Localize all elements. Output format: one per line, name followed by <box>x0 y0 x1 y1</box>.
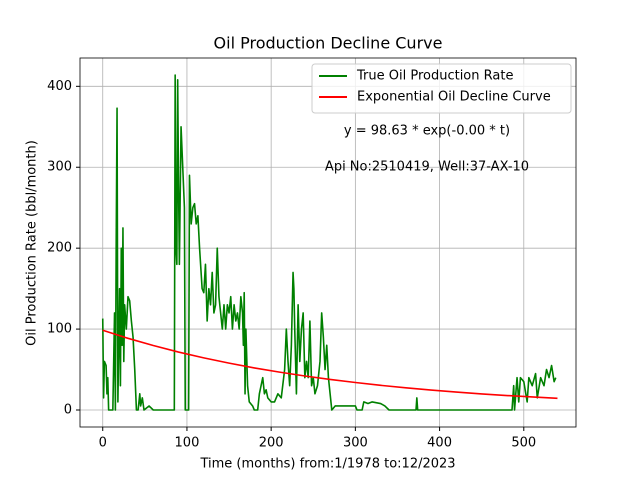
legend-label: True Oil Production Rate <box>356 69 513 84</box>
x-tick-label: 100 <box>175 436 200 451</box>
x-tick-label: 400 <box>427 436 452 451</box>
y-tick-label: 300 <box>47 160 72 175</box>
x-tick-label: 500 <box>511 436 536 451</box>
x-tick-label: 200 <box>259 436 284 451</box>
legend-box <box>311 63 572 114</box>
annotation: y = 98.63 * exp(-0.00 * t) <box>344 124 510 139</box>
y-tick-label: 400 <box>47 79 72 94</box>
y-axis-label: Oil Production Rate (bbl/month) <box>25 140 40 346</box>
x-axis-label: Time (months) from:1/1978 to:12/2023 <box>199 457 455 472</box>
x-tick-label: 300 <box>343 436 368 451</box>
y-tick-label: 200 <box>47 241 72 256</box>
series-line <box>102 329 558 400</box>
legend-label: Exponential Oil Decline Curve <box>357 90 551 105</box>
annotation: Api No:2510419, Well:37-AX-10 <box>325 160 529 175</box>
y-tick-label: 0 <box>64 403 72 418</box>
chart-title: Oil Production Decline Curve <box>214 34 443 53</box>
x-tick-label: 0 <box>99 436 107 451</box>
series-line <box>101 74 557 411</box>
plot-frame <box>79 57 577 428</box>
y-tick-label: 100 <box>47 322 72 337</box>
